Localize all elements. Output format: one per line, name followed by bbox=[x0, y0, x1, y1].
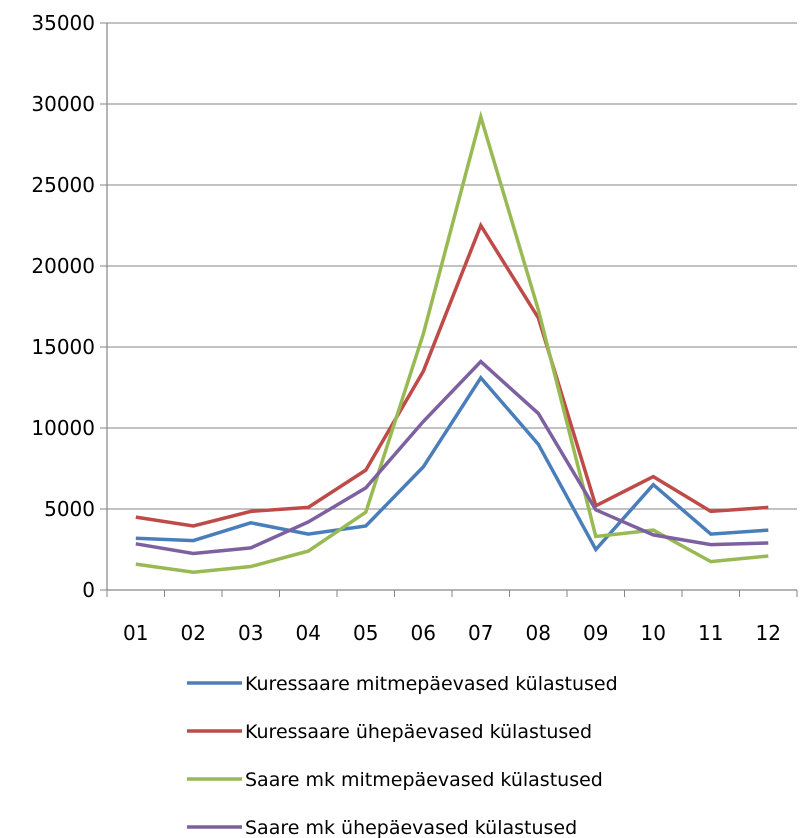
y-tick-label: 0 bbox=[82, 578, 95, 602]
x-tick-label: 04 bbox=[296, 621, 321, 645]
legend-label: Saare mk ühepäevased külastused bbox=[245, 817, 577, 838]
legend-label: Kuressaare mitmepäevased külastused bbox=[245, 673, 618, 695]
series-line-2 bbox=[135, 221, 769, 528]
gridlines bbox=[107, 22, 797, 510]
axes bbox=[106, 23, 797, 591]
legend-label: Saare mk mitmepäevased külastused bbox=[245, 769, 603, 791]
y-tick-label: 35000 bbox=[31, 11, 95, 35]
x-tick-label: 10 bbox=[641, 621, 666, 645]
series-lines bbox=[135, 110, 769, 574]
legend: Kuressaare mitmepäevased külastused Kures… bbox=[187, 673, 618, 838]
x-tick-label: 09 bbox=[583, 621, 608, 645]
x-tick-label: 05 bbox=[353, 621, 378, 645]
x-tick-label: 07 bbox=[468, 621, 493, 645]
y-tick-label: 30000 bbox=[31, 92, 95, 116]
x-tick-label: 08 bbox=[526, 621, 551, 645]
x-tick-label: 02 bbox=[181, 621, 206, 645]
y-tick-label: 20000 bbox=[31, 254, 95, 278]
y-tick-label: 25000 bbox=[31, 173, 95, 197]
y-tick-label: 5000 bbox=[44, 497, 95, 521]
x-tick-label: 01 bbox=[123, 621, 148, 645]
series-line-1 bbox=[135, 374, 769, 553]
x-tick-label: 03 bbox=[238, 621, 263, 645]
legend-label: Kuressaare ühepäevased külastused bbox=[245, 721, 592, 743]
x-tick-label: 11 bbox=[698, 621, 723, 645]
y-tick-label: 15000 bbox=[31, 335, 95, 359]
y-tick-label: 10000 bbox=[31, 416, 95, 440]
x-tick-label: 06 bbox=[411, 621, 436, 645]
x-tick-label: 12 bbox=[756, 621, 781, 645]
x-axis-ticks: 01 02 03 04 05 06 07 08 09 10 11 12 bbox=[106, 590, 798, 645]
y-axis-ticks: 0 5000 10000 15000 20000 25000 30000 35000 bbox=[31, 11, 107, 602]
series-line-4 bbox=[135, 359, 769, 556]
